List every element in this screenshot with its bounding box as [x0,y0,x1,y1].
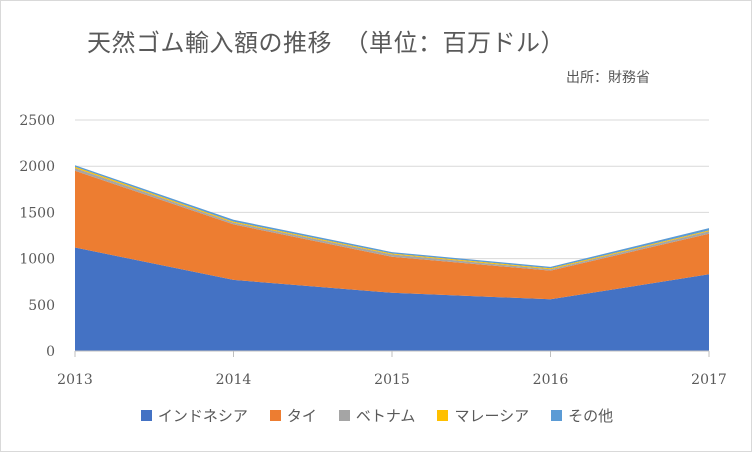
x-tick-label: 2014 [216,372,252,388]
y-tick-label: 1500 [19,205,55,221]
y-tick-label: 1000 [19,252,55,268]
area-series [75,165,709,351]
legend-swatch [338,410,350,421]
x-tick-label: 2013 [57,372,93,388]
y-axis-ticks: 0 500 1000 1500 2000 2500 [19,113,55,360]
x-tick-label: 2017 [691,372,727,388]
x-axis-ticks: 2013 2014 2015 2016 2017 [57,372,727,388]
legend-swatch [551,410,563,421]
x-axis [74,350,710,357]
legend-item: インドネシア [140,405,248,426]
legend-label: タイ [286,407,317,425]
legend-swatch [269,410,281,421]
legend-label: ベトナム [355,407,416,425]
x-tick-label: 2015 [374,372,410,388]
legend-label: その他 [568,407,614,425]
area-インドネシア [75,247,709,351]
legend-swatch [140,410,152,421]
y-tick-label: 2500 [19,113,55,129]
legend: インドネシア タイ ベトナム マレーシア その他 [1,405,752,426]
legend-label: インドネシア [157,407,248,425]
chart-source: 出所：財務省 [566,70,650,86]
chart-title: 天然ゴム輸入額の推移 （単位：百万ドル） [87,29,565,57]
legend-item: マレーシア [437,405,529,426]
legend-swatch [437,410,449,421]
legend-item: ベトナム [338,405,416,426]
y-tick-label: 0 [46,344,55,360]
y-tick-label: 500 [28,298,55,314]
x-tick-label: 2016 [533,372,569,388]
area-タイ [75,170,709,300]
legend-item: その他 [551,405,613,426]
legend-label: マレーシア [454,407,530,425]
y-tick-label: 2000 [19,159,55,175]
legend-item: タイ [269,405,317,426]
